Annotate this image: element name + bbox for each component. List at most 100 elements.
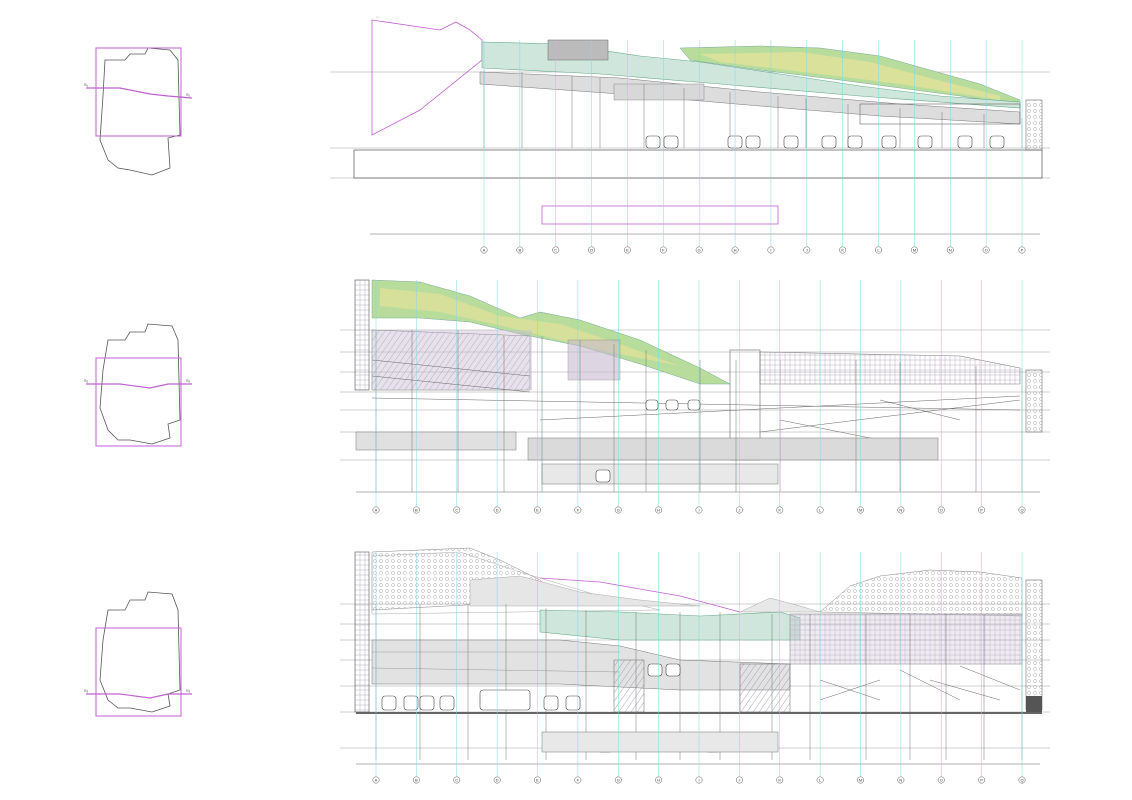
grid-axis-bubble [659, 246, 667, 254]
grid-axis-label: D [496, 777, 499, 782]
grid-axis-bubble [552, 246, 560, 254]
grid-axis-bubble [412, 776, 420, 784]
grid-axis-bubble [588, 246, 596, 254]
key-plan-2-outline [99, 323, 181, 445]
grid-axis-bubble [910, 246, 918, 254]
grid-axis-bubble [875, 246, 882, 254]
key-plan-1-outline [99, 47, 181, 176]
section-1-grid-axes: A B C D E F G H I J K L M N O P [480, 40, 1026, 254]
grid-axis-bubble [453, 506, 461, 514]
grid-axis-label: I [770, 247, 771, 252]
section-3-grid-axes: A B C D E F G H I J K L M N O P Q [372, 552, 1026, 784]
key-plan-1: S₁ S₁ [84, 47, 193, 176]
grid-axis-label: B [415, 777, 418, 782]
grid-axis-label: G [617, 507, 620, 512]
grid-axis-label: A [375, 777, 378, 782]
grid-axis-bubble [937, 506, 945, 514]
grid-axis-bubble [816, 776, 824, 784]
key-plan-3-frame [95, 627, 182, 717]
section-1-trains [645, 135, 1005, 149]
grid-axis-bubble [493, 776, 501, 784]
section-3-escalators [819, 665, 1021, 701]
grid-axis-label: H [657, 777, 660, 782]
grid-axis-label: K [778, 777, 781, 782]
key-plan-1-cut-line [86, 87, 193, 99]
grid-axis-bubble [534, 506, 541, 514]
grid-axis-label: A [483, 247, 486, 252]
key-plan-2: S₂ S₂ [84, 323, 192, 447]
grid-axis-bubble [978, 506, 986, 514]
section-1-glass-canopy [481, 41, 1021, 109]
grid-axis-bubble [1018, 506, 1026, 514]
grid-axis-bubble [614, 776, 622, 784]
grid-axis-label: N [899, 507, 902, 512]
grid-axis-bubble [372, 776, 380, 784]
grid-axis-bubble [767, 246, 775, 254]
grid-axis-label: F [577, 507, 580, 512]
key-plan-2-label-left: S₂ [84, 378, 89, 383]
grid-axis-bubble [731, 246, 739, 254]
section-3-hill-right [819, 569, 1023, 617]
section-2-grid-axes: A B C D E F G H I J K L M N O P Q [372, 280, 1026, 514]
grid-axis-label: M [913, 247, 916, 252]
grid-axis-label: H [734, 247, 737, 252]
grid-axis-bubble [1018, 246, 1026, 254]
grid-axis-bubble [735, 776, 743, 784]
section-1: A B C D E F G H I J K L M N O P [330, 19, 1050, 254]
grid-axis-label: A [375, 507, 378, 512]
key-plan-3-label-right: S₃ [186, 688, 191, 693]
grid-axis-bubble [776, 506, 784, 514]
key-plan-2-label-right: S₂ [186, 378, 191, 383]
grid-axis-bubble [776, 776, 784, 784]
grid-axis-bubble [816, 506, 824, 514]
grid-axis-bubble [897, 506, 905, 514]
key-plan-3-label-left: S₃ [84, 688, 89, 693]
grid-axis-label: F [577, 777, 580, 782]
grid-axis-label: P [980, 507, 983, 512]
section-1-ground-slab [353, 149, 1043, 179]
grid-axis-bubble [655, 776, 663, 784]
section-2: A B C D E F G H I J K L M N O P Q [340, 279, 1050, 514]
grid-axis-bubble [803, 246, 811, 254]
key-plan-3: S₃ S₃ [84, 591, 192, 717]
grid-axis-bubble [412, 506, 420, 514]
grid-axis-bubble [857, 776, 864, 784]
grid-axis-bubble [937, 776, 945, 784]
section-1-tunnel [541, 205, 779, 225]
grid-axis-bubble [453, 776, 461, 784]
grid-axis-label: C [554, 247, 557, 252]
grid-axis-label: O [940, 507, 943, 512]
grid-axis-label: I [698, 777, 699, 782]
grid-axis-bubble [655, 506, 663, 514]
grid-axis-label: K [778, 507, 781, 512]
section-3-glass-roof [539, 609, 801, 641]
grid-axis-bubble [695, 776, 703, 784]
grid-axis-bubble [735, 506, 743, 514]
grid-axis-bubble [534, 776, 541, 784]
grid-axis-label: J [738, 777, 740, 782]
grid-axis-bubble [946, 246, 954, 254]
grid-axis-label: G [617, 777, 620, 782]
key-plan-1-label-right: S₁ [186, 92, 191, 97]
grid-axis-bubble [493, 506, 501, 514]
grid-axis-bubble [1018, 776, 1026, 784]
grid-axis-label: M [859, 777, 862, 782]
grid-axis-label: B [415, 507, 418, 512]
grid-axis-bubble [982, 246, 990, 254]
grid-axis-label: Q [1020, 777, 1023, 782]
grid-axis-label: L [877, 247, 880, 252]
grid-axis-label: J [738, 507, 740, 512]
key-plan-2-frame [95, 357, 182, 447]
grid-axis-label: M [859, 507, 862, 512]
grid-axis-label: I [698, 507, 699, 512]
grid-axis-bubble [978, 776, 986, 784]
grid-axis-label: E [626, 247, 629, 252]
grid-axis-label: F [662, 247, 665, 252]
key-plan-1-frame [95, 47, 182, 137]
grid-axis-label: C [455, 507, 458, 512]
section-1-context-outline [371, 19, 483, 136]
grid-axis-label: L [819, 777, 822, 782]
grid-axis-bubble [695, 246, 703, 254]
grid-axis-label: Q [1020, 507, 1023, 512]
grid-axis-label: E [536, 777, 539, 782]
